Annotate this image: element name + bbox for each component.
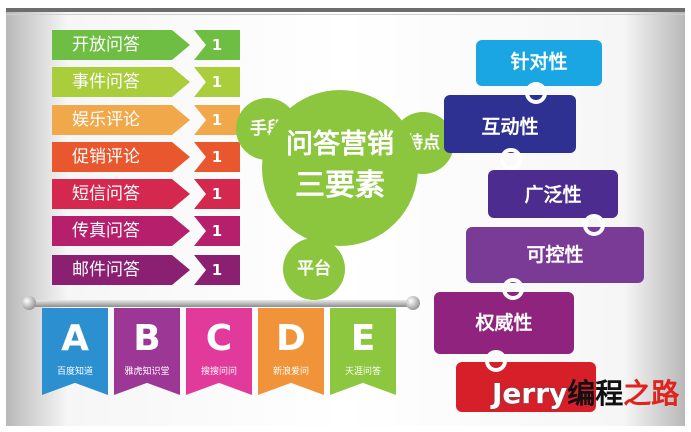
platform-flag-b: B 雅虎知识堂 — [114, 308, 180, 395]
bubble-platform: 平台 — [283, 238, 345, 300]
watermark-part: 编程 — [567, 377, 624, 410]
platform-flag-c: C 搜搜问问 — [186, 308, 252, 395]
platform-letter: C — [205, 318, 233, 359]
bar-right-knob — [406, 296, 420, 310]
platform-letter: B — [133, 318, 161, 359]
platform-letter: A — [61, 318, 89, 359]
platform-bar — [28, 300, 414, 307]
platform-flag-e: E 天涯问答 — [330, 308, 396, 395]
trait-controllable: 可控性 — [466, 227, 644, 283]
method-label: 短信问答 — [52, 179, 190, 209]
step-connector-ring — [485, 350, 507, 372]
method-label: 传真问答 — [52, 216, 190, 246]
platform-label: 百度知道 — [56, 367, 93, 377]
platform-flag-d: D 新浪爱问 — [258, 308, 324, 395]
method-label: 事件问答 — [52, 67, 190, 97]
center-title: 问答营销 — [286, 129, 394, 160]
top-border — [6, 8, 685, 12]
method-label: 促销评论 — [52, 142, 190, 172]
watermark-part: 之路 — [623, 377, 680, 410]
bar-left-knob — [22, 296, 36, 310]
step-connector-ring — [500, 148, 522, 170]
platform-letter: E — [350, 318, 376, 359]
step-connector-ring — [502, 278, 524, 300]
method-item-entertainment-review: 娱乐评论 1 — [52, 105, 240, 135]
trait-broad: 广泛性 — [488, 170, 618, 218]
platform-label: 新浪爱问 — [272, 367, 309, 377]
watermark: Jerry编程之路 — [492, 372, 679, 412]
platform-label: 雅虎知识堂 — [124, 367, 170, 377]
trait-targeted: 针对性 — [476, 40, 602, 86]
platform-label: 搜搜问问 — [200, 367, 237, 377]
watermark-part: Jerry — [492, 377, 568, 410]
method-label: 开放问答 — [52, 30, 190, 60]
platform-letter: D — [276, 318, 306, 359]
method-label: 邮件问答 — [52, 255, 190, 285]
step-connector-ring — [525, 82, 547, 104]
platform-flag-a: A 百度知道 — [42, 308, 108, 395]
trait-interactive: 互动性 — [444, 95, 576, 153]
method-item-open-qa: 开放问答 1 — [52, 30, 240, 60]
method-item-mail-qa: 邮件问答 1 — [52, 255, 240, 285]
method-label: 娱乐评论 — [52, 105, 190, 135]
trait-authoritative: 权威性 — [434, 292, 574, 354]
method-item-fax-qa: 传真问答 1 — [52, 216, 240, 246]
method-value: 1 — [194, 30, 240, 60]
step-connector-ring — [583, 214, 605, 236]
method-item-sms-qa: 短信问答 1 — [52, 179, 240, 209]
top-border-thin — [6, 14, 685, 15]
center-circle: 问答营销 三要素 — [262, 90, 418, 246]
method-item-event-qa: 事件问答 1 — [52, 67, 240, 97]
platform-label: 天涯问答 — [344, 367, 381, 377]
trait-red-step — [456, 362, 596, 412]
method-item-promo-review: 促销评论 1 — [52, 142, 240, 172]
center-subtitle: 三要素 — [295, 168, 385, 203]
